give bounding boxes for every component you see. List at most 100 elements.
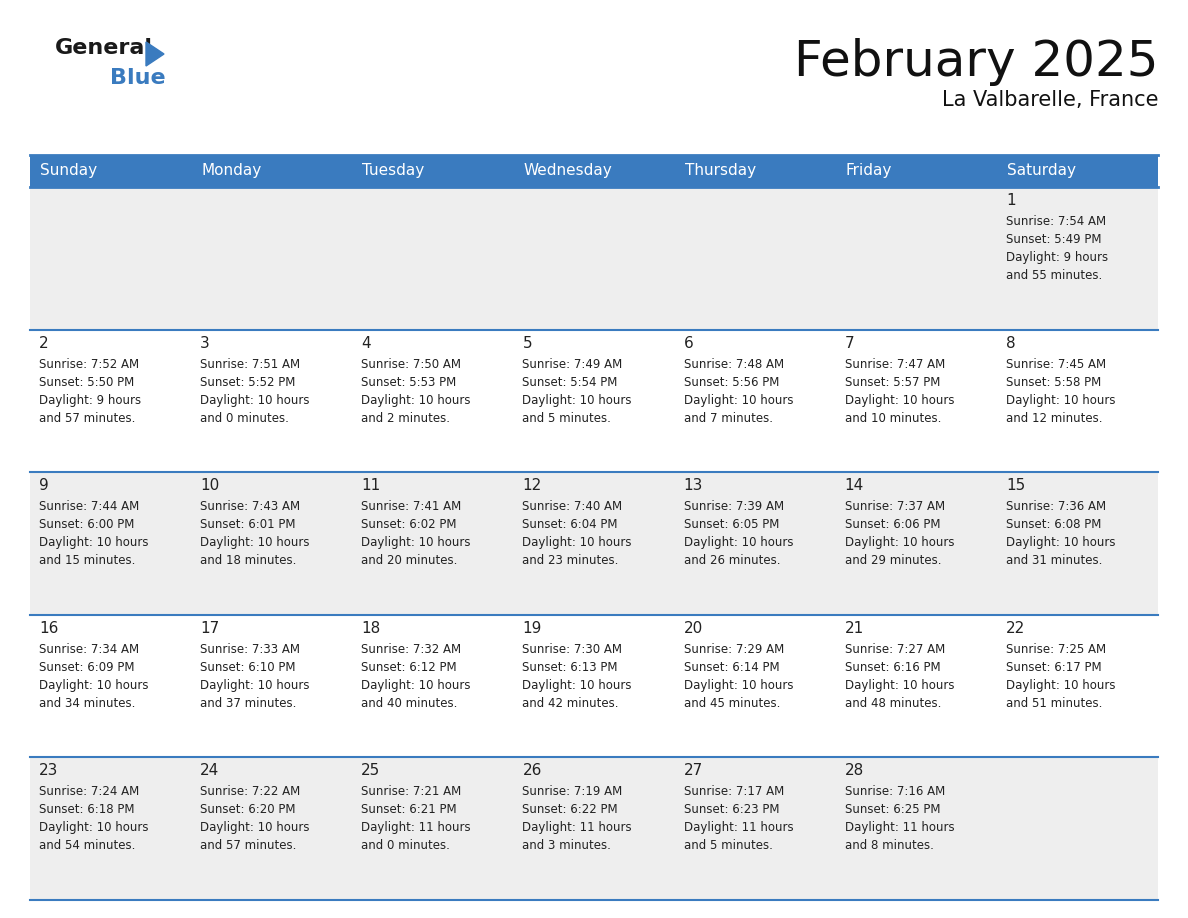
Text: Sunset: 6:13 PM: Sunset: 6:13 PM [523, 661, 618, 674]
Bar [513, 330, 675, 472]
Text: 8: 8 [1006, 336, 1016, 351]
Text: Daylight: 9 hours: Daylight: 9 hours [39, 394, 141, 407]
Text: Sunset: 6:18 PM: Sunset: 6:18 PM [39, 803, 134, 816]
Bar [835, 615, 997, 757]
Bar [353, 615, 513, 757]
Text: 26: 26 [523, 764, 542, 778]
Text: and 54 minutes.: and 54 minutes. [39, 839, 135, 853]
Text: Sunrise: 7:17 AM: Sunrise: 7:17 AM [683, 786, 784, 799]
Text: Sunrise: 7:52 AM: Sunrise: 7:52 AM [39, 358, 139, 371]
Bar [30, 330, 191, 472]
Text: Sunrise: 7:41 AM: Sunrise: 7:41 AM [361, 500, 461, 513]
Text: 25: 25 [361, 764, 380, 778]
Text: 2: 2 [39, 336, 49, 351]
Text: 24: 24 [200, 764, 220, 778]
Text: Sunrise: 7:39 AM: Sunrise: 7:39 AM [683, 500, 784, 513]
Text: 3: 3 [200, 336, 210, 351]
Text: Daylight: 11 hours: Daylight: 11 hours [683, 822, 794, 834]
Bar [997, 615, 1158, 757]
Bar [997, 187, 1158, 330]
Text: and 48 minutes.: and 48 minutes. [845, 697, 941, 710]
Text: Tuesday: Tuesday [362, 163, 424, 178]
Text: Sunrise: 7:24 AM: Sunrise: 7:24 AM [39, 786, 139, 799]
Bar [353, 330, 513, 472]
Text: 27: 27 [683, 764, 703, 778]
Text: Sunrise: 7:30 AM: Sunrise: 7:30 AM [523, 643, 623, 655]
Bar [513, 155, 675, 187]
Text: 9: 9 [39, 478, 49, 493]
Text: Sunset: 5:49 PM: Sunset: 5:49 PM [1006, 233, 1101, 246]
Text: Sunset: 6:00 PM: Sunset: 6:00 PM [39, 518, 134, 532]
Text: Daylight: 10 hours: Daylight: 10 hours [523, 394, 632, 407]
Text: 7: 7 [845, 336, 854, 351]
Text: Daylight: 10 hours: Daylight: 10 hours [523, 678, 632, 692]
Text: Sunset: 6:16 PM: Sunset: 6:16 PM [845, 661, 941, 674]
Text: and 42 minutes.: and 42 minutes. [523, 697, 619, 710]
Text: and 26 minutes.: and 26 minutes. [683, 554, 781, 567]
Text: Daylight: 9 hours: Daylight: 9 hours [1006, 251, 1108, 264]
Text: Daylight: 11 hours: Daylight: 11 hours [845, 822, 954, 834]
Text: Daylight: 10 hours: Daylight: 10 hours [683, 678, 794, 692]
Text: Sunset: 6:20 PM: Sunset: 6:20 PM [200, 803, 296, 816]
Text: Sunset: 6:04 PM: Sunset: 6:04 PM [523, 518, 618, 532]
Bar [30, 615, 191, 757]
Text: Sunset: 6:12 PM: Sunset: 6:12 PM [361, 661, 457, 674]
Bar [30, 472, 191, 615]
Text: Sunrise: 7:47 AM: Sunrise: 7:47 AM [845, 358, 944, 371]
Text: and 12 minutes.: and 12 minutes. [1006, 411, 1102, 425]
Text: and 0 minutes.: and 0 minutes. [361, 839, 450, 853]
Text: Daylight: 10 hours: Daylight: 10 hours [200, 394, 310, 407]
Bar [675, 615, 835, 757]
Text: 23: 23 [39, 764, 58, 778]
Text: Sunset: 6:06 PM: Sunset: 6:06 PM [845, 518, 940, 532]
Text: Sunset: 5:53 PM: Sunset: 5:53 PM [361, 375, 456, 388]
Text: La Valbarelle, France: La Valbarelle, France [942, 90, 1158, 110]
Text: Sunrise: 7:37 AM: Sunrise: 7:37 AM [845, 500, 944, 513]
Text: Sunrise: 7:25 AM: Sunrise: 7:25 AM [1006, 643, 1106, 655]
Text: and 18 minutes.: and 18 minutes. [200, 554, 297, 567]
Text: Sunrise: 7:44 AM: Sunrise: 7:44 AM [39, 500, 139, 513]
Text: Daylight: 10 hours: Daylight: 10 hours [683, 536, 794, 549]
Text: Sunrise: 7:22 AM: Sunrise: 7:22 AM [200, 786, 301, 799]
Text: and 55 minutes.: and 55 minutes. [1006, 269, 1102, 282]
Text: Daylight: 10 hours: Daylight: 10 hours [845, 536, 954, 549]
Bar [997, 757, 1158, 900]
Text: Sunset: 5:56 PM: Sunset: 5:56 PM [683, 375, 779, 388]
Text: 14: 14 [845, 478, 864, 493]
Text: Thursday: Thursday [684, 163, 756, 178]
Bar [513, 187, 675, 330]
Text: 5: 5 [523, 336, 532, 351]
Text: 6: 6 [683, 336, 694, 351]
Text: Daylight: 11 hours: Daylight: 11 hours [523, 822, 632, 834]
Bar [835, 757, 997, 900]
Text: 20: 20 [683, 621, 703, 636]
Text: Sunrise: 7:43 AM: Sunrise: 7:43 AM [200, 500, 301, 513]
Bar [675, 155, 835, 187]
Text: Sunrise: 7:36 AM: Sunrise: 7:36 AM [1006, 500, 1106, 513]
Text: Sunrise: 7:54 AM: Sunrise: 7:54 AM [1006, 215, 1106, 228]
Text: Daylight: 10 hours: Daylight: 10 hours [361, 394, 470, 407]
Text: and 7 minutes.: and 7 minutes. [683, 411, 772, 425]
Text: Sunset: 6:01 PM: Sunset: 6:01 PM [200, 518, 296, 532]
Bar [191, 472, 353, 615]
Text: Sunset: 5:57 PM: Sunset: 5:57 PM [845, 375, 940, 388]
Text: Sunset: 6:22 PM: Sunset: 6:22 PM [523, 803, 618, 816]
Text: Monday: Monday [201, 163, 261, 178]
Bar [675, 187, 835, 330]
Text: Sunset: 6:21 PM: Sunset: 6:21 PM [361, 803, 457, 816]
Text: Daylight: 10 hours: Daylight: 10 hours [39, 822, 148, 834]
Text: Friday: Friday [846, 163, 892, 178]
Text: February 2025: February 2025 [794, 38, 1158, 86]
Text: Daylight: 10 hours: Daylight: 10 hours [1006, 678, 1116, 692]
Text: Daylight: 10 hours: Daylight: 10 hours [200, 536, 310, 549]
Bar [835, 330, 997, 472]
Text: Sunrise: 7:34 AM: Sunrise: 7:34 AM [39, 643, 139, 655]
Text: and 5 minutes.: and 5 minutes. [523, 411, 612, 425]
Text: Sunset: 6:02 PM: Sunset: 6:02 PM [361, 518, 456, 532]
Bar [353, 155, 513, 187]
Bar [997, 330, 1158, 472]
Text: Sunday: Sunday [40, 163, 97, 178]
Bar [675, 757, 835, 900]
Bar [997, 155, 1158, 187]
Bar [513, 757, 675, 900]
